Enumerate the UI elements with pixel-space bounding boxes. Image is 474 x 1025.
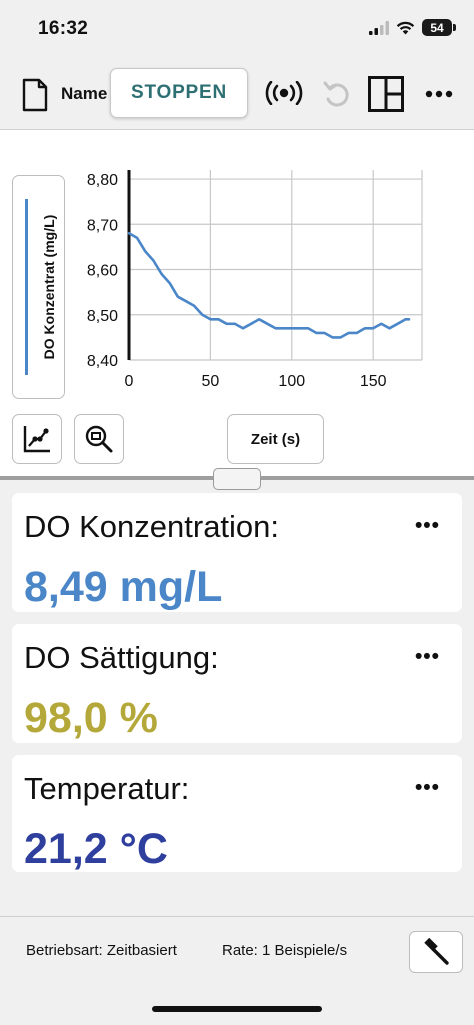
undo-icon[interactable]: [322, 79, 350, 109]
more-icon[interactable]: •••: [414, 514, 440, 537]
y-tick-label: 8,50: [87, 308, 118, 325]
x-tick-label: 150: [360, 373, 387, 390]
meter-value: 98,0 %: [24, 694, 158, 742]
meter-value: 21,2 °C: [24, 825, 168, 873]
data-series-line: [127, 232, 411, 339]
y-axis-selector[interactable]: DO Konzentrat (mg/L): [12, 175, 65, 399]
file-icon[interactable]: [22, 78, 48, 112]
layout-icon[interactable]: [368, 76, 404, 112]
meter-card-do-saturation[interactable]: DO Sättigung: 98,0 % •••: [12, 624, 462, 743]
meter-card-do-concentration[interactable]: DO Konzentration: 8,49 mg/L •••: [12, 493, 462, 612]
meter-title: DO Sättigung:: [24, 640, 219, 675]
cellular-signal-icon: [369, 20, 389, 35]
zoom-icon: [85, 425, 113, 453]
series-color-bar: [25, 199, 28, 375]
meter-title: DO Konzentration:: [24, 509, 280, 544]
collection-settings-button[interactable]: [409, 931, 463, 973]
x-tick-label: 100: [278, 373, 305, 390]
graph-tools-icon: [23, 426, 50, 453]
home-indicator: [152, 1006, 322, 1012]
x-axis-selector[interactable]: Zeit (s): [227, 414, 324, 464]
toolbar-divider: [0, 129, 474, 130]
more-icon[interactable]: •••: [414, 776, 440, 799]
y-tick-label: 8,40: [87, 353, 118, 370]
stop-button[interactable]: STOPPEN: [110, 68, 248, 118]
hammer-icon: [424, 938, 449, 965]
x-tick-label: 0: [125, 373, 134, 390]
y-tick-label: 8,60: [87, 263, 118, 280]
y-tick-label: 8,70: [87, 217, 118, 234]
line-chart[interactable]: 8,40 8,50 8,60 8,70 8,80 0 50 100 150: [0, 130, 474, 400]
graph-panel: DO Konzentrat (mg/L) 8,40 8,50 8,60 8,70 8,8…: [0, 130, 474, 476]
zoom-fit-button[interactable]: [74, 414, 124, 464]
file-name-label[interactable]: Name: [61, 84, 108, 103]
collection-mode-label: Betriebsart: Zeitbasiert: [26, 942, 177, 959]
battery-icon: 54: [422, 19, 456, 36]
status-time: 16:32: [38, 18, 89, 39]
more-icon[interactable]: [425, 90, 453, 98]
sensor-broadcast-icon[interactable]: [264, 81, 304, 105]
toolbar: Name STOPPEN: [0, 60, 474, 130]
sample-rate-label: Rate: 1 Beispiele/s: [222, 942, 348, 959]
meter-card-temperature[interactable]: Temperatur: 21,2 °C •••: [12, 755, 462, 873]
splitter-handle[interactable]: [213, 468, 261, 490]
status-icons: 54: [369, 19, 456, 36]
meter-title: Temperatur:: [24, 771, 190, 806]
wifi-icon: [396, 21, 415, 34]
graph-tools-button[interactable]: [12, 414, 62, 464]
x-tick-label: 50: [201, 373, 219, 390]
status-bar: 16:32 54: [0, 0, 474, 60]
more-icon[interactable]: •••: [414, 645, 440, 668]
y-tick-label: 8,80: [87, 172, 118, 189]
meter-value: 8,49 mg/L: [24, 563, 223, 611]
